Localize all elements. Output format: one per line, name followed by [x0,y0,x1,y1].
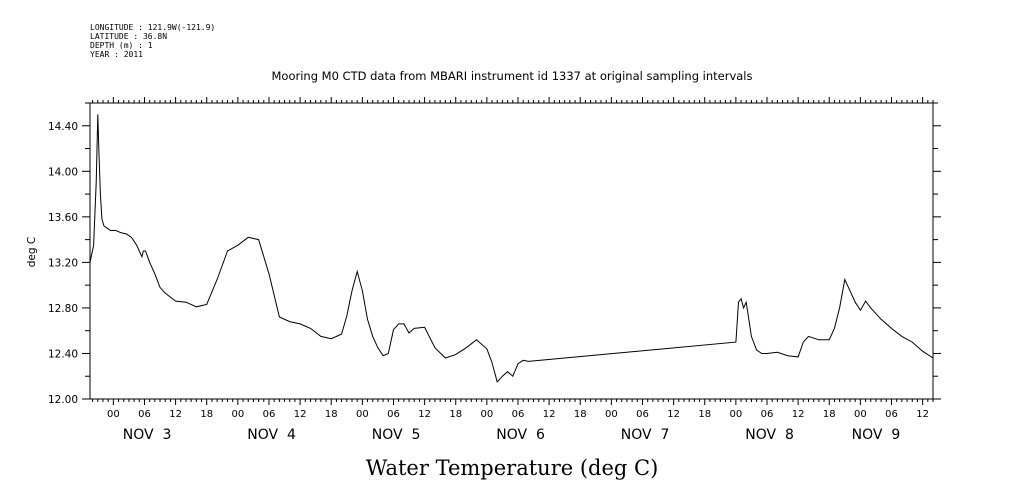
x-tick-label: 18 [449,409,462,420]
x-tick-label: 06 [636,409,649,420]
x-tick-label: 06 [885,409,898,420]
x-tick-label: 12 [418,409,431,420]
y-axis-label: deg C [26,237,38,267]
tick-marks [82,97,941,405]
x-tick-label: 00 [480,409,493,420]
y-tick-label: 12.00 [48,394,78,406]
latitude-label: LATITUDE : 36.8N [90,32,167,41]
x-tick-label: 00 [107,409,120,420]
depth-label: DEPTH (m) : 1 [90,41,153,50]
x-tick-label: 12 [169,409,182,420]
y-tick-label: 14.40 [48,121,78,133]
day-label: NOV 4 [247,427,296,443]
longitude-label: LONGITUDE : 121.9W(-121.9) [90,23,215,32]
x-tick-label: 18 [200,409,213,420]
x-tick-label: 00 [854,409,867,420]
day-label: NOV 6 [496,427,545,443]
x-tick-label: 06 [263,409,276,420]
day-label: NOV 7 [621,427,670,443]
y-tick-label: 13.20 [48,257,78,269]
x-tick-label: 18 [823,409,836,420]
y-tick-label: 13.60 [48,212,78,224]
x-tick-label: 12 [792,409,805,420]
x-tick-label: 06 [387,409,400,420]
x-tick-label: 00 [605,409,618,420]
day-label: NOV 8 [745,427,794,443]
x-tick-labels: 00 06 12 18 00 06 12 18 00 06 12 18 00 06 12 18 00 06 12 18… [107,409,929,420]
x-tick-label: 12 [294,409,307,420]
x-tick-label: 06 [138,409,151,420]
day-label: NOV 3 [123,427,172,443]
series-group [89,114,934,383]
x-tick-label: 12 [916,409,929,420]
x-tick-label: 12 [543,409,556,420]
x-tick-label: 18 [325,409,338,420]
x-tick-label: 06 [761,409,774,420]
x-tick-label: 18 [574,409,587,420]
day-labels: NOV 3 NOV 4 NOV 5 NOV 6 NOV 7 NOV 8 NOV 9 [123,427,901,443]
series-line [89,114,934,383]
y-tick-label: 12.80 [48,303,78,315]
y-tick-labels: 12.00 12.40 12.80 13.20 13.60 14.00 14.40 [48,121,78,406]
x-tick-label: 18 [698,409,711,420]
y-tick-label: 12.40 [48,348,78,360]
year-label: YEAR : 2011 [90,50,143,59]
chart-title: Mooring M0 CTD data from MBARI instrumen… [272,69,753,83]
x-axis-label: Water Temperature (deg C) [366,456,659,480]
day-label: NOV 9 [852,427,901,443]
plot-frame [89,102,934,400]
day-label: NOV 5 [372,427,421,443]
x-tick-label: 00 [231,409,244,420]
x-tick-label: 12 [667,409,680,420]
x-tick-label: 00 [356,409,369,420]
y-tick-label: 14.00 [48,166,78,178]
x-tick-label: 00 [730,409,743,420]
x-tick-label: 06 [512,409,525,420]
